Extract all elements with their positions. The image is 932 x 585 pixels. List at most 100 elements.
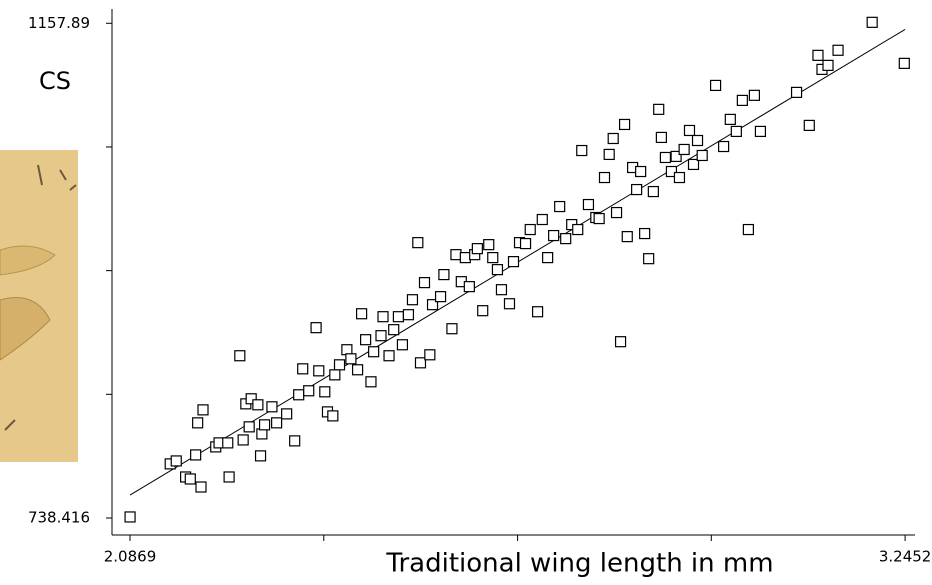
point bbox=[832, 44, 844, 56]
point bbox=[258, 419, 271, 431]
point bbox=[598, 171, 611, 184]
point bbox=[222, 437, 234, 449]
wing-photo bbox=[0, 150, 78, 462]
point bbox=[471, 243, 483, 255]
point bbox=[822, 59, 834, 71]
photo-wing bbox=[0, 245, 56, 276]
point bbox=[329, 369, 341, 381]
point bbox=[124, 511, 136, 523]
point bbox=[252, 399, 264, 411]
point bbox=[426, 299, 439, 311]
point bbox=[313, 365, 325, 377]
x-tick-label: 3.2452 bbox=[879, 548, 932, 566]
point bbox=[631, 183, 643, 196]
point bbox=[621, 231, 633, 243]
point bbox=[742, 223, 754, 236]
point bbox=[450, 249, 462, 261]
point bbox=[271, 417, 283, 429]
point bbox=[303, 385, 315, 397]
x-tick-label: 2.0869 bbox=[104, 548, 157, 566]
point bbox=[531, 306, 544, 318]
point bbox=[754, 125, 767, 138]
point bbox=[327, 410, 339, 422]
point bbox=[687, 158, 700, 171]
point bbox=[639, 227, 651, 240]
point bbox=[438, 268, 450, 281]
point bbox=[197, 404, 209, 416]
point bbox=[319, 386, 331, 398]
point bbox=[696, 149, 708, 162]
point bbox=[195, 481, 207, 493]
point bbox=[643, 253, 655, 265]
point bbox=[254, 450, 267, 462]
x-axis-label: Traditional wing length in mm bbox=[385, 549, 773, 579]
point bbox=[487, 252, 499, 264]
point bbox=[297, 363, 309, 375]
photo-hair bbox=[4, 164, 77, 431]
point bbox=[463, 281, 475, 293]
y-axis-label: CS bbox=[39, 67, 71, 95]
point bbox=[434, 291, 447, 303]
point bbox=[333, 359, 346, 371]
point bbox=[495, 284, 508, 296]
point bbox=[524, 223, 536, 236]
point bbox=[673, 171, 686, 184]
point bbox=[503, 298, 516, 310]
point bbox=[683, 124, 696, 137]
point bbox=[396, 339, 409, 351]
point bbox=[576, 144, 588, 157]
point bbox=[375, 330, 387, 342]
point bbox=[392, 311, 405, 323]
point bbox=[790, 86, 803, 98]
point bbox=[351, 364, 364, 376]
y-tick-label: 1157.89 bbox=[28, 14, 90, 32]
point bbox=[665, 165, 678, 178]
point bbox=[519, 237, 532, 250]
point bbox=[310, 322, 322, 334]
point bbox=[446, 323, 458, 335]
point bbox=[477, 305, 489, 317]
point bbox=[190, 449, 202, 461]
point bbox=[406, 294, 419, 306]
point bbox=[736, 94, 748, 107]
point bbox=[424, 349, 436, 361]
point bbox=[170, 455, 182, 467]
point bbox=[548, 229, 560, 242]
point bbox=[718, 140, 730, 153]
point bbox=[293, 389, 305, 401]
point bbox=[709, 79, 722, 92]
point bbox=[418, 277, 431, 289]
point bbox=[377, 311, 389, 323]
point bbox=[659, 151, 672, 164]
point bbox=[412, 237, 424, 249]
point bbox=[192, 417, 204, 429]
point bbox=[507, 256, 520, 268]
point bbox=[691, 134, 704, 147]
point bbox=[803, 119, 815, 132]
point bbox=[234, 350, 246, 362]
point bbox=[223, 471, 235, 483]
point bbox=[614, 336, 627, 348]
point bbox=[414, 357, 427, 369]
point bbox=[647, 185, 659, 198]
point bbox=[560, 233, 572, 245]
point bbox=[603, 148, 615, 161]
point bbox=[554, 200, 566, 213]
point bbox=[345, 353, 357, 365]
point bbox=[607, 132, 619, 145]
point bbox=[266, 401, 278, 413]
point bbox=[281, 408, 293, 420]
point bbox=[360, 334, 372, 346]
point bbox=[898, 57, 910, 69]
point bbox=[289, 435, 301, 447]
point bbox=[812, 49, 824, 61]
point bbox=[243, 421, 255, 433]
point bbox=[678, 143, 690, 156]
point bbox=[593, 212, 605, 225]
photo-wing bbox=[0, 297, 51, 361]
point bbox=[355, 308, 368, 320]
point bbox=[653, 103, 665, 115]
point bbox=[388, 324, 400, 336]
